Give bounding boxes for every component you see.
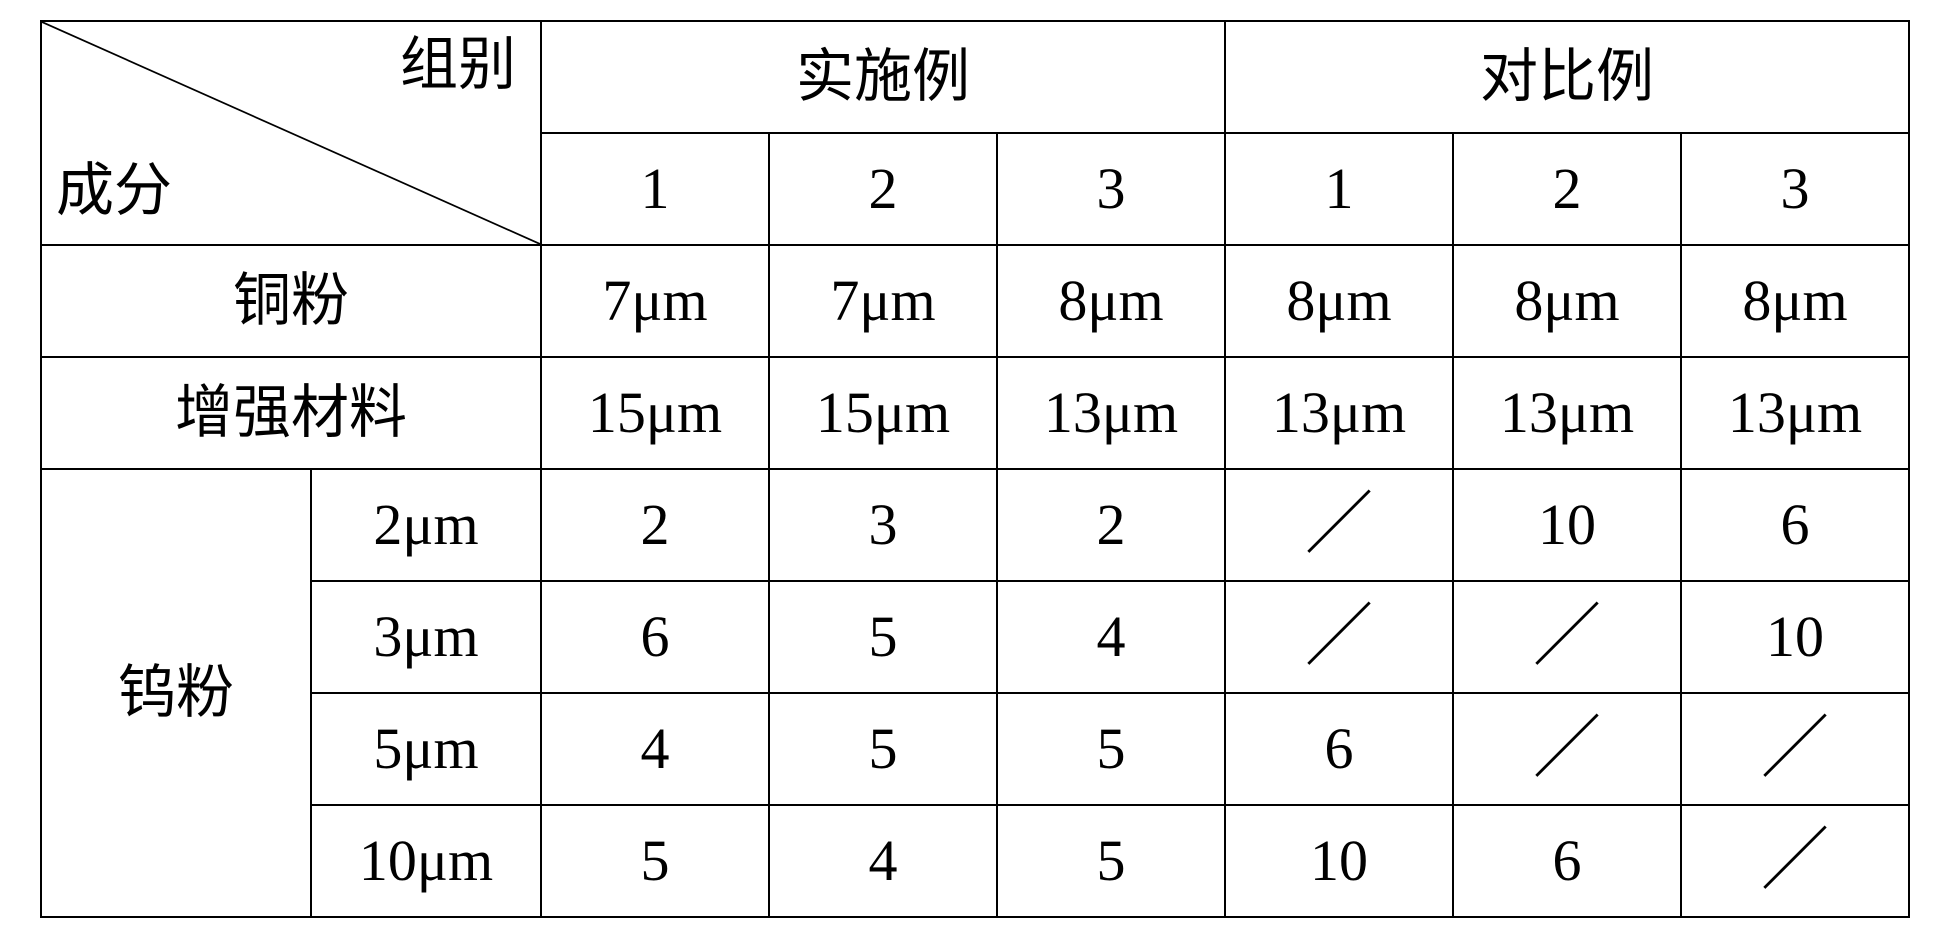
row-tungsten-3-v5: ／: [1453, 693, 1681, 805]
header-sub-4: 1: [1225, 133, 1453, 245]
header-sub-3: 3: [997, 133, 1225, 245]
row-reinforce: 增强材料 15μm 15μm 13μm 13μm 13μm 13μm: [41, 357, 1909, 469]
row-tungsten-2-v3: 4: [997, 581, 1225, 693]
header-diag-top: 组别: [400, 30, 516, 100]
header-sub-1: 1: [541, 133, 769, 245]
row-copper-v1: 7μm: [541, 245, 769, 357]
row-reinforce-label: 增强材料: [41, 357, 541, 469]
row-copper-v5: 8μm: [1453, 245, 1681, 357]
row-reinforce-v3: 13μm: [997, 357, 1225, 469]
diagonal-header-cell: 组别 成分: [41, 21, 541, 245]
header-diag-bottom: 成分: [56, 156, 172, 226]
row-copper-v4: 8μm: [1225, 245, 1453, 357]
row-copper-label: 铜粉: [41, 245, 541, 357]
row-tungsten-4-v5: 6: [1453, 805, 1681, 917]
row-tungsten-1: 钨粉 2μm 2 3 2 ／ 10 6: [41, 469, 1909, 581]
row-tungsten-1-v2: 3: [769, 469, 997, 581]
row-tungsten-3: 5μm 4 5 5 6 ／ ／: [41, 693, 1909, 805]
row-tungsten-4-v2: 4: [769, 805, 997, 917]
row-tungsten-4-sublabel: 10μm: [311, 805, 541, 917]
row-copper-v2: 7μm: [769, 245, 997, 357]
row-tungsten-4-v6: ／: [1681, 805, 1909, 917]
header-sub-6: 3: [1681, 133, 1909, 245]
header-group-compare: 对比例: [1225, 21, 1909, 133]
row-copper-v3: 8μm: [997, 245, 1225, 357]
row-tungsten-3-sublabel: 5μm: [311, 693, 541, 805]
composition-table-container: 组别 成分 实施例 对比例 1 2 3 1 2 3 铜粉 7μm 7μm 8μm…: [40, 20, 1909, 918]
row-tungsten-4-v1: 5: [541, 805, 769, 917]
header-sub-2: 2: [769, 133, 997, 245]
row-tungsten-3-v2: 5: [769, 693, 997, 805]
row-tungsten-2-v2: 5: [769, 581, 997, 693]
row-tungsten-3-v4: 6: [1225, 693, 1453, 805]
row-copper-v6: 8μm: [1681, 245, 1909, 357]
row-tungsten-4-v3: 5: [997, 805, 1225, 917]
row-tungsten-1-sublabel: 2μm: [311, 469, 541, 581]
row-tungsten-1-v5: 10: [1453, 469, 1681, 581]
row-tungsten-4: 10μm 5 4 5 10 6 ／: [41, 805, 1909, 917]
row-tungsten-group-label: 钨粉: [41, 469, 311, 917]
row-reinforce-v4: 13μm: [1225, 357, 1453, 469]
row-tungsten-2: 3μm 6 5 4 ／ ／ 10: [41, 581, 1909, 693]
row-tungsten-2-v1: 6: [541, 581, 769, 693]
row-tungsten-2-v6: 10: [1681, 581, 1909, 693]
row-tungsten-3-v3: 5: [997, 693, 1225, 805]
row-copper: 铜粉 7μm 7μm 8μm 8μm 8μm 8μm: [41, 245, 1909, 357]
row-tungsten-3-v1: 4: [541, 693, 769, 805]
row-reinforce-v2: 15μm: [769, 357, 997, 469]
row-tungsten-4-v4: 10: [1225, 805, 1453, 917]
row-reinforce-v5: 13μm: [1453, 357, 1681, 469]
row-tungsten-3-v6: ／: [1681, 693, 1909, 805]
header-group-example: 实施例: [541, 21, 1225, 133]
header-sub-5: 2: [1453, 133, 1681, 245]
row-reinforce-v1: 15μm: [541, 357, 769, 469]
header-row-1: 组别 成分 实施例 对比例: [41, 21, 1909, 133]
row-tungsten-2-sublabel: 3μm: [311, 581, 541, 693]
row-tungsten-1-v6: 6: [1681, 469, 1909, 581]
row-reinforce-v6: 13μm: [1681, 357, 1909, 469]
row-tungsten-1-v1: 2: [541, 469, 769, 581]
row-tungsten-1-v4: ／: [1225, 469, 1453, 581]
row-tungsten-2-v4: ／: [1225, 581, 1453, 693]
row-tungsten-1-v3: 2: [997, 469, 1225, 581]
composition-table: 组别 成分 实施例 对比例 1 2 3 1 2 3 铜粉 7μm 7μm 8μm…: [40, 20, 1910, 918]
row-tungsten-2-v5: ／: [1453, 581, 1681, 693]
